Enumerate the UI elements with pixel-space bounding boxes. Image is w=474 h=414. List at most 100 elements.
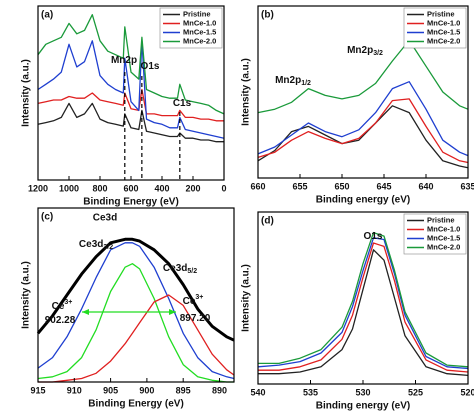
spectrum-line	[37, 242, 235, 380]
annotation-subscript: 3/2	[103, 244, 113, 251]
x-tick-label: 895	[176, 385, 191, 395]
panel-label: (b)	[261, 10, 274, 21]
annotation: 897.20	[180, 313, 211, 324]
annotation-text: Mn2p	[275, 75, 301, 86]
annotation: Mn2p	[111, 55, 137, 66]
arrow-head	[169, 309, 176, 315]
x-tick-label: 530	[355, 387, 370, 397]
annotation: O1s	[364, 231, 383, 242]
spectrum-line	[37, 88, 224, 122]
x-tick-label: 1200	[28, 183, 48, 193]
annotation-text: Ce3d	[79, 239, 103, 250]
annotation-subscript: 5/2	[187, 268, 197, 275]
annotation-text: Mn2p	[111, 55, 137, 66]
annotation-text: 897.20	[180, 313, 211, 324]
x-tick-label: 1000	[59, 183, 79, 193]
arrow-head	[82, 309, 89, 315]
annotation-subscript: 3/2	[373, 50, 383, 57]
panel-label: (a)	[41, 10, 53, 21]
y-axis-label: Intensity (a.u.)	[241, 58, 252, 126]
legend-label: MnCe-1.5	[427, 233, 460, 242]
spectrum-line	[38, 294, 235, 383]
spectrum-line	[257, 105, 469, 169]
panel-label: (c)	[41, 212, 53, 223]
x-axis-label: Binding Energy (eV)	[83, 197, 179, 208]
legend-label: MnCe-1.5	[427, 27, 460, 36]
legend-label: Pristine	[183, 9, 211, 18]
legend-label: MnCe-2.0	[427, 36, 460, 45]
spectrum-line	[257, 81, 469, 157]
x-tick-label: 910	[67, 385, 82, 395]
x-axis-label: Binding energy (eV)	[316, 195, 410, 206]
spectrum-line	[37, 14, 225, 115]
legend-label: MnCe-2.0	[427, 242, 460, 251]
x-tick-label: 600	[123, 183, 138, 193]
annotation-superscript: 3+	[64, 299, 72, 306]
annotation: Mn2p3/2	[347, 45, 383, 57]
spectrum-line	[37, 102, 224, 143]
annotation: Mn2p1/2	[275, 75, 311, 87]
y-axis-label: Intensity (a.u.)	[21, 261, 32, 329]
x-tick-label: 0	[221, 183, 226, 193]
annotation: C1s	[173, 98, 192, 109]
x-tick-label: 540	[250, 387, 265, 397]
x-tick-label: 915	[30, 385, 45, 395]
annotation-text: C1s	[173, 98, 192, 109]
x-tick-label: 900	[139, 385, 154, 395]
legend-label: MnCe-1.0	[427, 224, 460, 233]
legend-label: MnCe-1.0	[183, 18, 216, 27]
plot-frame	[257, 5, 469, 179]
x-tick-label: 400	[154, 183, 169, 193]
annotation: O1s	[141, 61, 160, 72]
spectrum-line	[36, 237, 235, 342]
spectrum-line	[37, 40, 225, 139]
legend-label: Pristine	[427, 9, 455, 18]
annotation-text: 902.28	[45, 315, 76, 326]
x-tick-label: 645	[376, 181, 391, 191]
annotation-subscript: 1/2	[301, 80, 311, 87]
x-axis-label: Binding energy (eV)	[316, 401, 410, 412]
annotation-text: O1s	[141, 61, 160, 72]
x-tick-label: 200	[185, 183, 200, 193]
x-axis-label: Binding Energy (eV)	[88, 399, 184, 410]
panel-title: Ce3d	[93, 213, 117, 224]
annotation: Ce3+	[183, 294, 204, 307]
annotation: 902.28	[45, 315, 76, 326]
spectrum-line	[258, 249, 469, 377]
x-tick-label: 535	[303, 387, 318, 397]
x-tick-label: 800	[92, 183, 107, 193]
x-tick-label: 635	[460, 181, 474, 191]
annotation-text: Ce3d	[163, 263, 187, 274]
annotation: Ce3+	[52, 299, 73, 312]
x-tick-label: 660	[250, 181, 265, 191]
spectrum-line	[257, 39, 469, 114]
legend-label: Pristine	[427, 215, 455, 224]
spectrum-line	[257, 98, 469, 164]
legend-label: MnCe-1.0	[427, 18, 460, 27]
x-tick-label: 520	[460, 387, 474, 397]
spectrum-line	[258, 242, 469, 373]
x-tick-label: 890	[212, 385, 227, 395]
annotation: Ce3d5/2	[163, 263, 197, 275]
panel-label: (d)	[261, 216, 274, 227]
spectrum-line	[37, 263, 234, 383]
annotation-text: Ce	[52, 301, 65, 312]
x-tick-label: 525	[408, 387, 423, 397]
annotation-text: O1s	[364, 231, 383, 242]
spectrum-line	[258, 231, 469, 368]
y-axis-label: Intensity (a.u.)	[21, 59, 32, 127]
y-axis-label: Intensity (a.u.)	[241, 264, 252, 332]
x-tick-label: 640	[418, 181, 433, 191]
x-tick-label: 650	[334, 181, 349, 191]
x-tick-label: 905	[103, 385, 118, 395]
legend-label: MnCe-2.0	[183, 36, 216, 45]
spectrum-line	[257, 237, 469, 370]
plot-frame	[37, 207, 235, 383]
annotation-text: Mn2p	[347, 45, 373, 56]
annotation-superscript: 3+	[195, 294, 203, 301]
annotation-text: Ce	[183, 296, 196, 307]
legend-label: MnCe-1.5	[183, 27, 216, 36]
annotation: Ce3d3/2	[79, 239, 113, 251]
x-tick-label: 655	[292, 181, 307, 191]
